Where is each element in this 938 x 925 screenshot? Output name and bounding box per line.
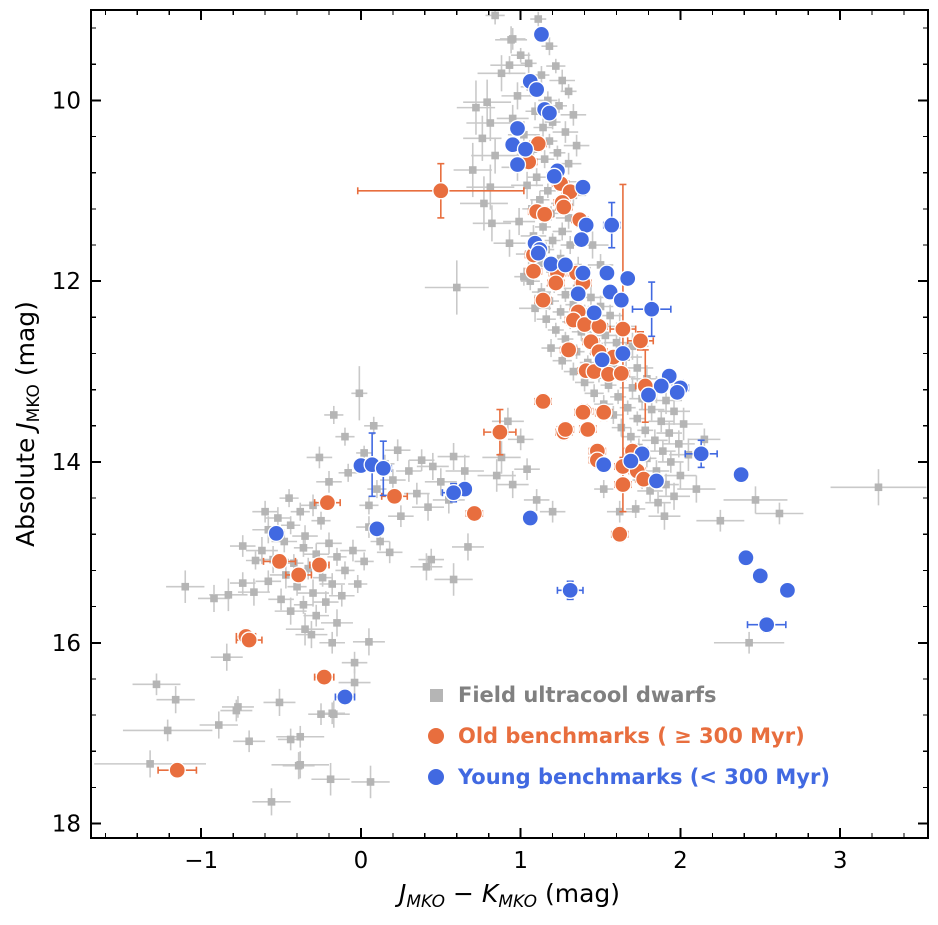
young_benchmarks-errorbars bbox=[269, 28, 795, 706]
x-tick-label: 0 bbox=[354, 848, 369, 874]
legend-label-young-benchmarks: Young benchmarks (< 300 Myr) bbox=[458, 765, 830, 789]
y-tick-label: 10 bbox=[52, 88, 81, 114]
legend-item-young-benchmarks: Young benchmarks (< 300 Myr) bbox=[428, 763, 830, 791]
x-tick-label: 1 bbox=[513, 848, 528, 874]
legend-item-field: Field ultracool dwarfs bbox=[428, 681, 830, 709]
old-benchmarks-circle-marker-icon bbox=[428, 728, 444, 744]
plot-data bbox=[94, 10, 927, 816]
y-tick-label: 16 bbox=[52, 631, 81, 657]
y-tick-label: 18 bbox=[52, 812, 81, 838]
y-tick-label: 12 bbox=[52, 269, 81, 295]
x-tick-label: 2 bbox=[673, 848, 688, 874]
axes-frame bbox=[90, 9, 929, 839]
legend-item-old-benchmarks: Old benchmarks ( ≥ 300 Myr) bbox=[428, 722, 830, 750]
legend-label-old-benchmarks: Old benchmarks ( ≥ 300 Myr) bbox=[458, 724, 805, 748]
y-axis-label: Absolute JMKO (mag) bbox=[11, 301, 44, 547]
field-square-marker-icon bbox=[430, 688, 443, 702]
legend: Field ultracool dwarfs Old benchmarks ( … bbox=[428, 681, 830, 804]
axis-titles: JMKO − KMKO (mag) Absolute JMKO (mag) bbox=[11, 301, 620, 912]
legend-label-field: Field ultracool dwarfs bbox=[458, 683, 717, 707]
young-benchmarks-circle-marker-icon bbox=[428, 769, 444, 785]
x-axis-label: JMKO − KMKO (mag) bbox=[394, 879, 620, 912]
x-tick-label: 3 bbox=[833, 848, 848, 874]
x-tick-label: −1 bbox=[184, 848, 218, 874]
y-tick-label: 14 bbox=[52, 450, 81, 476]
young_benchmarks-markers bbox=[267, 25, 797, 706]
